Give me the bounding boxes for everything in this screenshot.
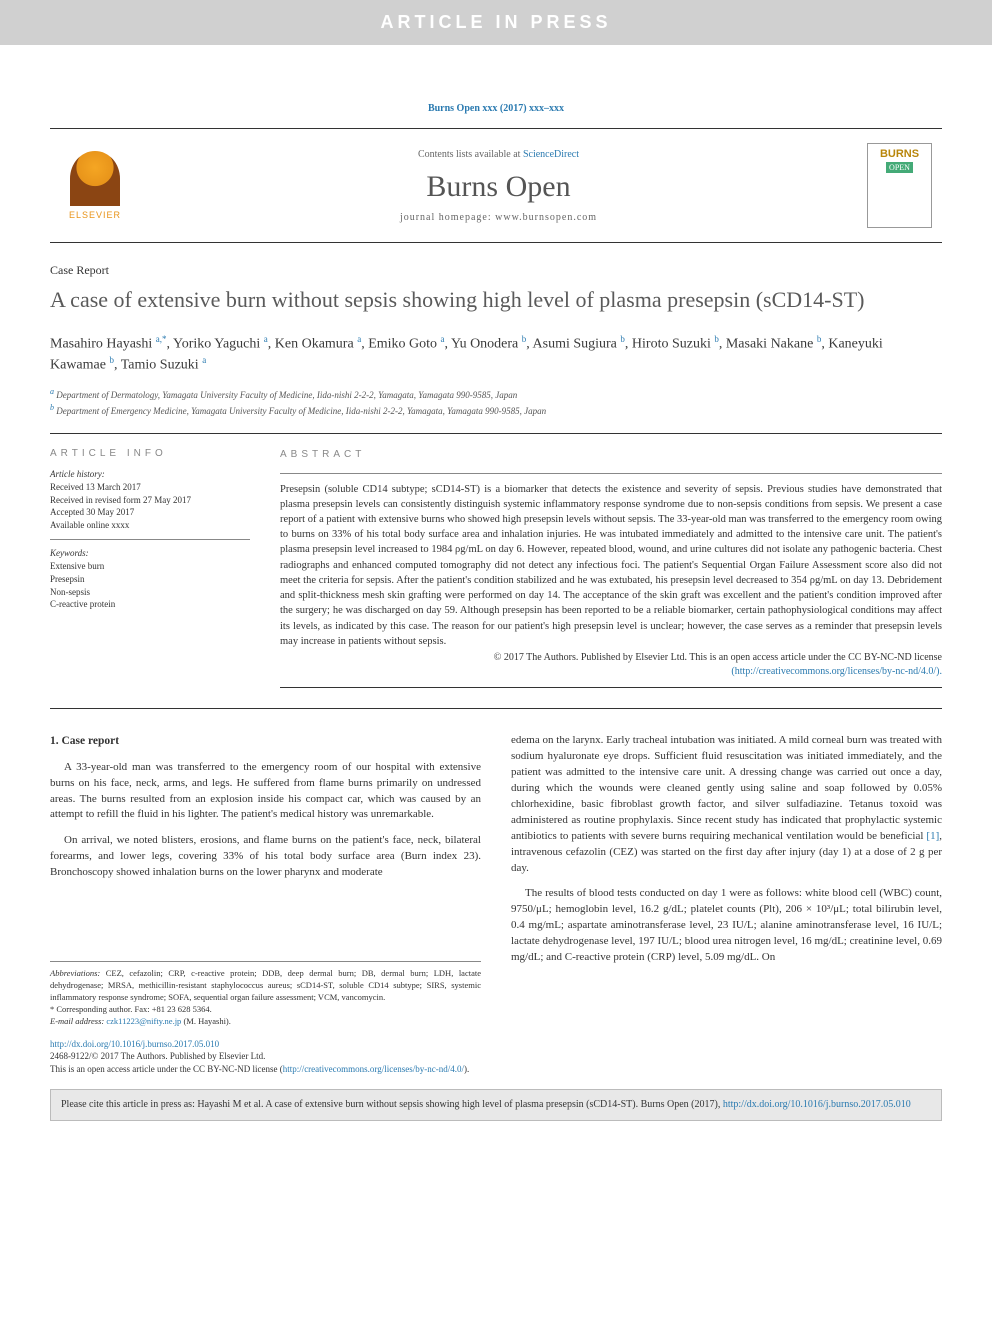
article-info-head: ARTICLE INFO — [50, 448, 250, 459]
issn-line: 2468-9122/© 2017 The Authors. Published … — [50, 1051, 265, 1061]
info-abstract-row: ARTICLE INFO Article history: Received 1… — [50, 433, 942, 688]
keyword-line: Non-sepsis — [50, 586, 250, 599]
abstract-bottom-rule — [280, 687, 942, 688]
abbrev-label: Abbreviations: — [50, 968, 100, 978]
keyword-line: C-reactive protein — [50, 598, 250, 611]
affiliation-line: a Department of Dermatology, Yamagata Un… — [50, 386, 942, 402]
elsevier-text: ELSEVIER — [69, 210, 121, 220]
journal-name: Burns Open — [130, 170, 867, 204]
body-left-column: 1. Case report A 33-year-old man was tra… — [50, 733, 481, 1028]
corresponding-author-line: * Corresponding author. Fax: +81 23 628 … — [50, 1004, 481, 1016]
email-label: E-mail address: — [50, 1016, 106, 1026]
journal-cover-thumbnail: BURNS OPEN — [867, 143, 932, 228]
sciencedirect-link[interactable]: ScienceDirect — [523, 149, 579, 160]
contents-prefix: Contents lists available at — [418, 149, 523, 160]
keyword-line: Extensive burn — [50, 560, 250, 573]
section-heading-case-report: 1. Case report — [50, 733, 481, 750]
reference-link[interactable]: [1] — [926, 830, 939, 842]
keyword-line: Presepsin — [50, 573, 250, 586]
body-paragraph: A 33-year-old man was transferred to the… — [50, 760, 481, 824]
cover-subtitle: OPEN — [886, 162, 913, 173]
email-suffix: (M. Hayashi). — [181, 1016, 231, 1026]
email-line: E-mail address: czk11223@nifty.ne.jp (M.… — [50, 1016, 481, 1028]
abstract-head: ABSTRACT — [280, 448, 942, 463]
license-text: This is an open access article under the… — [50, 1064, 283, 1074]
elsevier-logo: ELSEVIER — [60, 146, 130, 226]
keywords-label: Keywords: — [50, 548, 250, 558]
history-label: Article history: — [50, 469, 250, 479]
header-center: Contents lists available at ScienceDirec… — [130, 149, 867, 223]
body-paragraph: edema on the larynx. Early tracheal intu… — [511, 733, 942, 876]
body-paragraph: On arrival, we noted blisters, erosions,… — [50, 833, 481, 881]
footnotes: Abbreviations: CEZ, cefazolin; CRP, c-re… — [50, 961, 481, 1027]
history-line: Received in revised form 27 May 2017 — [50, 494, 250, 507]
abbreviations-line: Abbreviations: CEZ, cefazolin; CRP, c-re… — [50, 968, 481, 1004]
doi-link[interactable]: http://dx.doi.org/10.1016/j.burnso.2017.… — [50, 1039, 219, 1049]
cover-title: BURNS — [880, 148, 919, 160]
rule-header-bottom — [50, 242, 942, 243]
article-info-column: ARTICLE INFO Article history: Received 1… — [50, 448, 250, 688]
body-two-column: 1. Case report A 33-year-old man was tra… — [50, 733, 942, 1028]
cite-this-article-box: Please cite this article in press as: Ha… — [50, 1089, 942, 1121]
abstract-copyright: © 2017 The Authors. Published by Elsevie… — [494, 652, 942, 663]
abstract-text: Presepsin (soluble CD14 subtype; sCD14-S… — [280, 484, 942, 647]
homepage-url[interactable]: www.burnsopen.com — [495, 212, 597, 223]
homepage-line: journal homepage: www.burnsopen.com — [130, 212, 867, 223]
cite-doi-link[interactable]: http://dx.doi.org/10.1016/j.burnso.2017.… — [723, 1099, 911, 1110]
page-content: Burns Open xxx (2017) xxx–xxx ELSEVIER C… — [0, 45, 992, 1161]
article-history-block: Article history: Received 13 March 2017R… — [50, 469, 250, 540]
history-line: Accepted 30 May 2017 — [50, 506, 250, 519]
article-type: Case Report — [50, 263, 942, 278]
keywords-block: Keywords: Extensive burnPresepsinNon-sep… — [50, 548, 250, 618]
cite-text: Please cite this article in press as: Ha… — [61, 1099, 723, 1110]
license-link[interactable]: (http://creativecommons.org/licenses/by-… — [731, 666, 942, 677]
body-paragraph: The results of blood tests conducted on … — [511, 886, 942, 966]
history-line: Available online xxxx — [50, 519, 250, 532]
affiliations: a Department of Dermatology, Yamagata Un… — [50, 386, 942, 417]
body-separator — [50, 708, 942, 709]
abbrev-text: CEZ, cefazolin; CRP, c-reactive protein;… — [50, 968, 481, 1002]
affiliation-line: b Department of Emergency Medicine, Yama… — [50, 402, 942, 418]
author-email-link[interactable]: czk11223@nifty.ne.jp — [106, 1016, 181, 1026]
license-url-link[interactable]: http://creativecommons.org/licenses/by-n… — [283, 1064, 464, 1074]
article-in-press-banner: ARTICLE IN PRESS — [0, 0, 992, 45]
doi-block: http://dx.doi.org/10.1016/j.burnso.2017.… — [50, 1038, 942, 1076]
body-right-column: edema on the larynx. Early tracheal intu… — [511, 733, 942, 1028]
citation-header: Burns Open xxx (2017) xxx–xxx — [50, 103, 942, 114]
abstract-column: ABSTRACT Presepsin (soluble CD14 subtype… — [280, 448, 942, 688]
article-title: A case of extensive burn without sepsis … — [50, 286, 942, 315]
history-line: Received 13 March 2017 — [50, 481, 250, 494]
journal-header: ELSEVIER Contents lists available at Sci… — [50, 129, 942, 242]
homepage-prefix: journal homepage: — [400, 212, 495, 223]
contents-line: Contents lists available at ScienceDirec… — [130, 149, 867, 160]
authors-list: Masahiro Hayashi a,*, Yoriko Yaguchi a, … — [50, 333, 942, 376]
elsevier-tree-icon — [70, 151, 120, 206]
license-close: ). — [464, 1064, 469, 1074]
